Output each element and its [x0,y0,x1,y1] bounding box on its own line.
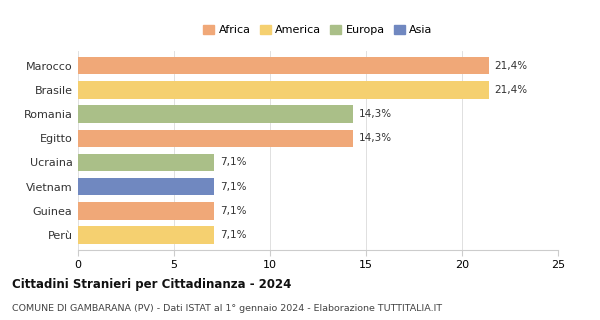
Text: 7,1%: 7,1% [220,157,247,167]
Text: 14,3%: 14,3% [358,133,391,143]
Bar [78,154,214,171]
Bar [78,130,353,147]
Text: COMUNE DI GAMBARANA (PV) - Dati ISTAT al 1° gennaio 2024 - Elaborazione TUTTITAL: COMUNE DI GAMBARANA (PV) - Dati ISTAT al… [12,304,442,313]
Bar [78,81,489,99]
Text: 7,1%: 7,1% [220,230,247,240]
Legend: Africa, America, Europa, Asia: Africa, America, Europa, Asia [201,23,435,38]
Text: 14,3%: 14,3% [358,109,391,119]
Text: 21,4%: 21,4% [494,85,528,95]
Bar [78,202,214,220]
Text: 7,1%: 7,1% [220,182,247,192]
Bar [78,226,214,244]
Bar [78,57,489,75]
Bar [78,105,353,123]
Text: 21,4%: 21,4% [494,61,528,71]
Text: 7,1%: 7,1% [220,206,247,216]
Text: Cittadini Stranieri per Cittadinanza - 2024: Cittadini Stranieri per Cittadinanza - 2… [12,278,292,292]
Bar [78,178,214,196]
